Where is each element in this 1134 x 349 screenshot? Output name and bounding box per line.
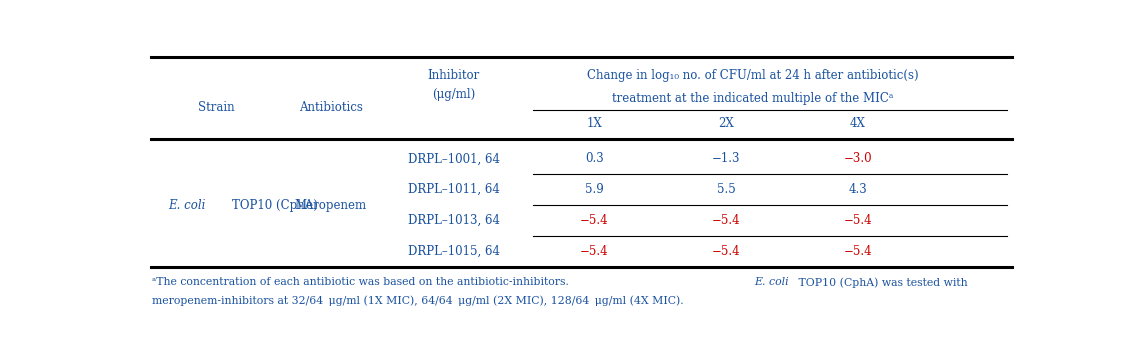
Text: −5.4: −5.4 [581, 245, 609, 258]
Text: E. coli: E. coli [754, 277, 789, 287]
Text: Inhibitor: Inhibitor [428, 69, 480, 82]
Text: 5.9: 5.9 [585, 183, 603, 196]
Text: meropenem-inhibitors at 32/64 μg/ml (1X MIC), 64/64 μg/ml (2X MIC), 128/64 μg/ml: meropenem-inhibitors at 32/64 μg/ml (1X … [152, 295, 684, 306]
Text: 4.3: 4.3 [848, 183, 868, 196]
Text: treatment at the indicated multiple of the MICᵃ: treatment at the indicated multiple of t… [612, 92, 894, 105]
Text: E. coli: E. coli [168, 199, 205, 211]
Text: Antibiotics: Antibiotics [298, 101, 363, 113]
Text: 0.3: 0.3 [585, 152, 603, 165]
Text: DRPL–1013, 64: DRPL–1013, 64 [408, 214, 500, 227]
Text: −1.3: −1.3 [712, 152, 741, 165]
Text: 2X: 2X [718, 117, 734, 130]
Text: 1X: 1X [586, 117, 602, 130]
Text: −5.4: −5.4 [844, 245, 872, 258]
Text: Strain: Strain [198, 101, 235, 113]
Text: −3.0: −3.0 [844, 152, 872, 165]
Text: Change in log₁₀ no. of CFU/ml at 24 h after antibiotic(s): Change in log₁₀ no. of CFU/ml at 24 h af… [586, 69, 919, 82]
Text: DRPL–1001, 64: DRPL–1001, 64 [408, 152, 500, 165]
Text: TOP10 (CphA) was tested with: TOP10 (CphA) was tested with [793, 277, 967, 288]
Text: −5.4: −5.4 [581, 214, 609, 227]
Text: ᵃThe concentration of each antibiotic was based on the antibiotic-inhibitors.: ᵃThe concentration of each antibiotic wa… [152, 277, 575, 287]
Text: DRPL–1015, 64: DRPL–1015, 64 [408, 245, 500, 258]
Text: (μg/ml): (μg/ml) [432, 88, 475, 101]
Text: 5.5: 5.5 [717, 183, 736, 196]
Text: −5.4: −5.4 [712, 214, 741, 227]
Text: 4X: 4X [850, 117, 866, 130]
Text: TOP10 (CphA): TOP10 (CphA) [232, 199, 319, 211]
Text: −5.4: −5.4 [844, 214, 872, 227]
Text: DRPL–1011, 64: DRPL–1011, 64 [408, 183, 500, 196]
Text: Meropenem: Meropenem [295, 199, 366, 211]
Text: −5.4: −5.4 [712, 245, 741, 258]
